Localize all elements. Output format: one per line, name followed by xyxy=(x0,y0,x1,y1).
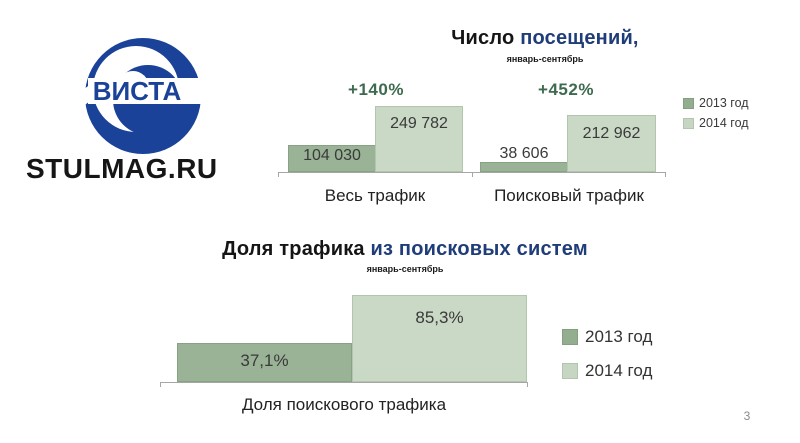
category-all-traffic: Весь трафик xyxy=(324,186,426,205)
share-axis-tick xyxy=(160,382,161,387)
bar-2014-search-traffic xyxy=(567,115,656,172)
legend-swatch-2013-icon xyxy=(562,329,578,345)
value-2014-search-traffic: 212 962 xyxy=(582,125,641,142)
site-name: STULMAG.RU xyxy=(26,153,218,184)
share-chart-title: Доля трафика из поисковых систем xyxy=(210,238,600,261)
value-2014-all-traffic: 249 782 xyxy=(390,115,448,132)
share-chart-subtitle: январь-сентябрь xyxy=(366,264,444,274)
bar-2014-share xyxy=(352,295,527,382)
page-number: 3 xyxy=(743,409,751,423)
share-legend-2013: 2013 год xyxy=(562,327,652,347)
value-2013-search-traffic: 38 606 xyxy=(499,145,549,162)
share-legend-2013-label: 2013 год xyxy=(585,327,653,346)
bar-2013-search-traffic xyxy=(480,162,568,172)
logo-text: ВИСТА xyxy=(93,76,182,106)
visits-chart-subtitle: январь-сентябрь xyxy=(506,54,584,64)
share-x-axis xyxy=(160,382,528,383)
category-share: Доля поискового трафика xyxy=(241,395,447,414)
growth-label-all-traffic: +140% xyxy=(348,80,404,99)
visits-legend-2013: 2013 год xyxy=(683,96,749,110)
share-legend-2014: 2014 год xyxy=(562,361,652,381)
share-legend-2014-label: 2014 год xyxy=(585,361,653,380)
visits-legend-2014: 2014 год xyxy=(683,116,749,130)
category-search-traffic: Поисковый трафик xyxy=(494,186,644,205)
visits-axis-tick xyxy=(665,172,666,177)
bar-2014-all-traffic xyxy=(375,106,463,172)
share-title-prefix: Доля трафика xyxy=(222,238,371,260)
value-2013-all-traffic: 104 030 xyxy=(303,147,361,164)
legend-swatch-2014-icon xyxy=(683,117,694,129)
visits-legend-2014-label: 2014 год xyxy=(699,116,749,130)
value-2014-share: 85,3% xyxy=(415,308,464,327)
value-2013-share: 37,1% xyxy=(240,351,289,370)
share-axis-tick xyxy=(527,382,528,387)
visits-axis-tick xyxy=(472,172,473,177)
bar-2013-share xyxy=(177,343,352,382)
legend-swatch-2013-icon xyxy=(683,97,694,109)
legend-swatch-2014-icon xyxy=(562,363,578,379)
visits-title-accent: посещений, xyxy=(520,27,639,49)
share-title-accent: из поисковых систем xyxy=(370,238,588,260)
vista-logo-icon: ВИСТА xyxy=(76,38,210,154)
visits-axis-tick xyxy=(278,172,279,177)
visits-title-prefix: Число xyxy=(451,27,521,49)
growth-label-search-traffic: +452% xyxy=(538,80,594,99)
visits-chart-title: Число посещений, xyxy=(415,27,675,50)
visits-legend-2013-label: 2013 год xyxy=(699,96,749,110)
